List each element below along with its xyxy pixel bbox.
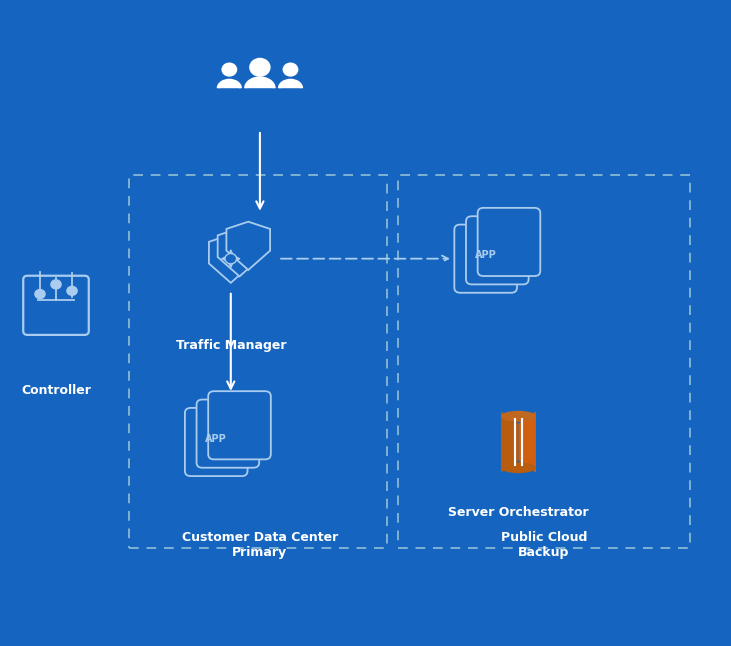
Text: APP: APP xyxy=(474,251,496,260)
FancyArrowPatch shape xyxy=(281,256,448,262)
Text: APP: APP xyxy=(205,433,227,444)
FancyArrowPatch shape xyxy=(257,133,263,209)
Circle shape xyxy=(67,286,77,295)
Polygon shape xyxy=(218,228,262,276)
FancyBboxPatch shape xyxy=(466,216,529,284)
Text: Server Orchestrator: Server Orchestrator xyxy=(448,506,588,519)
FancyArrowPatch shape xyxy=(227,294,235,389)
Polygon shape xyxy=(246,78,274,89)
FancyBboxPatch shape xyxy=(208,391,270,459)
FancyBboxPatch shape xyxy=(477,208,540,276)
FancyBboxPatch shape xyxy=(185,408,248,476)
Polygon shape xyxy=(518,412,536,473)
Text: Traffic Manager: Traffic Manager xyxy=(175,339,286,352)
Polygon shape xyxy=(501,412,518,473)
Polygon shape xyxy=(227,222,270,270)
Text: Public Cloud
Backup: Public Cloud Backup xyxy=(501,531,587,559)
FancyBboxPatch shape xyxy=(23,276,88,335)
Polygon shape xyxy=(279,80,302,89)
Ellipse shape xyxy=(501,411,536,422)
Polygon shape xyxy=(218,80,240,89)
Bar xyxy=(129,175,387,548)
Ellipse shape xyxy=(501,462,536,473)
Bar xyxy=(398,175,689,548)
Circle shape xyxy=(284,63,298,76)
Circle shape xyxy=(222,63,237,76)
Text: Customer Data Center
Primary: Customer Data Center Primary xyxy=(182,531,338,559)
Circle shape xyxy=(35,289,45,298)
Circle shape xyxy=(51,280,61,289)
Circle shape xyxy=(250,59,270,76)
Text: Controller: Controller xyxy=(21,384,91,397)
Polygon shape xyxy=(209,234,253,283)
Circle shape xyxy=(225,253,237,264)
FancyBboxPatch shape xyxy=(197,399,260,468)
FancyBboxPatch shape xyxy=(455,225,517,293)
